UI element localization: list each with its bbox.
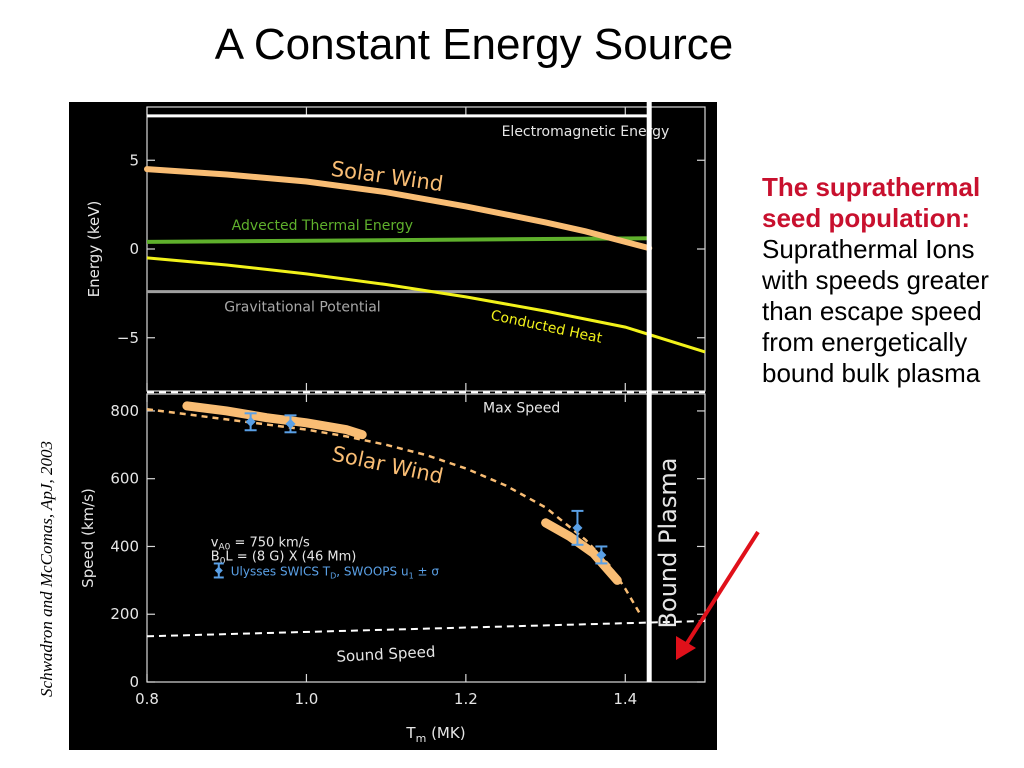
chart-figure: 5 0 −5 Energy (keV) 0 200 400 600 800 Speed (km/s…	[69, 102, 717, 750]
speed-ytick-label: 600	[110, 470, 139, 488]
chart-svg: 5 0 −5 Energy (keV) 0 200 400 600 800 Speed (km/s…	[79, 102, 706, 745]
speed-ytick-label: 200	[110, 605, 139, 623]
data-point	[595, 545, 608, 565]
series-solar-wind-energy	[144, 166, 653, 252]
point-marker	[572, 522, 583, 533]
slide-title: A Constant Energy Source	[214, 20, 734, 69]
label-conducted-heat: Conducted Heat	[489, 308, 604, 347]
data-point	[571, 509, 584, 546]
data-point	[284, 414, 297, 434]
point-marker	[285, 418, 296, 429]
series-conducted-heat	[146, 256, 706, 354]
label-max-speed: Max Speed	[483, 400, 560, 416]
xtick-label: 1.4	[613, 690, 637, 708]
speed-ylabel: Speed (km/s)	[79, 488, 97, 588]
solar-wind-band	[182, 401, 367, 440]
citation: Schwadron and McComas, ApJ, 2003	[37, 441, 56, 697]
energy-ylabel: Energy (keV)	[85, 201, 103, 298]
xtick-label: 1.0	[294, 690, 318, 708]
annotation-bl: B0L = (8 G) X (46 Mm)	[211, 549, 357, 566]
speed-ytick-label: 0	[129, 673, 139, 691]
label-advected-thermal: Advected Thermal Energy	[232, 218, 413, 234]
series-advected-thermal	[146, 236, 650, 244]
legend-ulysses: Ulysses SWICS TD, SWOOPS u1 ± σ	[231, 564, 440, 580]
side-body: Suprathermal Ions with speeds greater th…	[762, 234, 989, 388]
annotation-va: vA0 = 750 km/s	[211, 535, 310, 552]
solar-wind-band	[541, 518, 622, 585]
energy-ytick-label: −5	[117, 329, 139, 347]
point-marker	[245, 416, 256, 427]
bound-plasma-label: Bound Plasma	[654, 458, 682, 629]
xtick-label: 1.2	[454, 690, 478, 708]
label-electromagnetic-energy: Electromagnetic Energy	[502, 124, 670, 140]
speed-ytick-label: 800	[110, 402, 139, 420]
series-sound-speed	[146, 620, 706, 638]
speed-ytick-label: 400	[110, 537, 139, 555]
energy-ytick-label: 5	[129, 151, 139, 169]
xlabel: Tm (MK)	[405, 724, 465, 745]
side-heading: The suprathermal seed population:	[762, 172, 981, 233]
series-solar-wind-speed	[146, 407, 643, 617]
energy-panel-frame	[146, 106, 706, 392]
label-gravitational-potential: Gravitational Potential	[224, 300, 381, 316]
point-marker	[596, 549, 607, 560]
legend-diamond	[214, 566, 223, 575]
data-point	[244, 412, 257, 432]
energy-ytick-label: 0	[129, 240, 139, 258]
label-sound-speed: Sound Speed	[336, 643, 436, 666]
legend-marker	[213, 562, 224, 579]
side-annotation: The suprathermal seed population: Suprat…	[762, 172, 1020, 389]
label-solar-wind-speed: Solar Wind	[330, 442, 445, 489]
xtick-label: 0.8	[135, 690, 159, 708]
